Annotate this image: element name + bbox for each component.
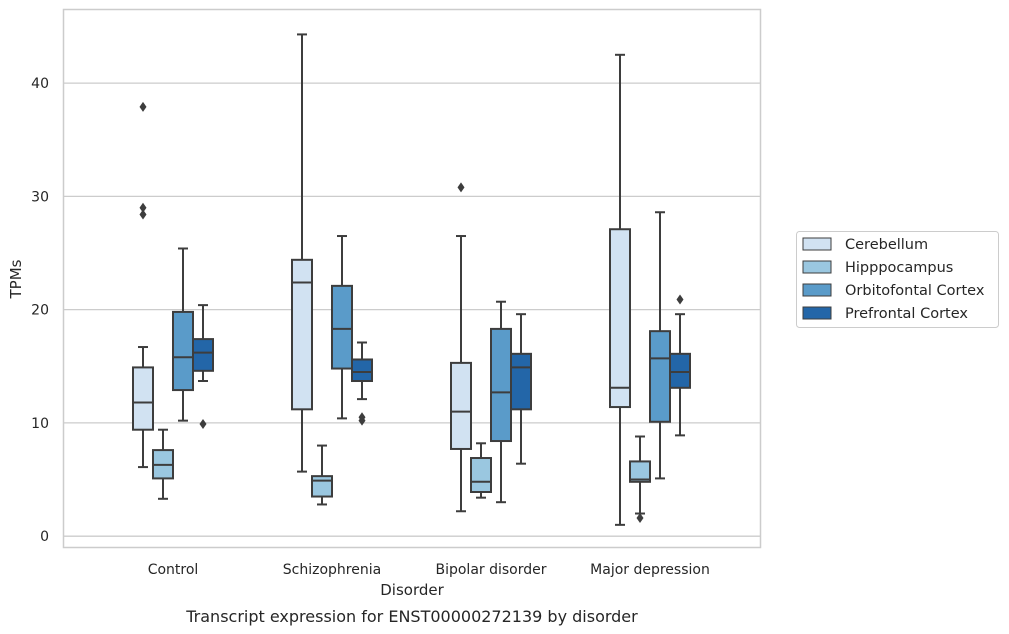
legend-swatch-2 [802,283,832,297]
legend-swatch-0 [802,237,832,251]
outlier-point-0 [636,513,644,524]
box-body [490,327,512,443]
x-axis-label: Disorder [380,581,444,599]
box-0-2 [450,182,472,513]
box-body [311,475,333,498]
outlier-point-1 [139,202,147,213]
outlier-point-0 [139,209,147,220]
x-tick-label-1: Schizophrenia [283,562,381,578]
box-body [331,284,353,370]
box-1-0 [152,428,174,500]
chart-caption: Transcript expression for ENST0000027213… [185,607,638,626]
outlier-point-0 [199,419,207,430]
box-body [351,358,373,383]
box-body [132,366,154,431]
box-1-3 [629,435,651,524]
box-body [629,460,651,483]
box-0-3 [609,53,631,526]
box-0-1 [291,33,313,473]
box-3-1 [351,341,373,426]
outlier-point-0 [676,294,684,305]
box-body [649,330,671,423]
box-2-3 [649,211,671,480]
box-1-1 [311,444,333,506]
y-axis-label: TPMs [7,259,25,299]
box-3-2 [510,313,532,465]
y-tick-label-1: 10 [31,416,49,432]
box-body [192,338,214,372]
box-body [510,352,532,411]
box-body [450,361,472,450]
x-axis-ticks: Control Schizophrenia Bipolar disorder Majo… [148,562,710,578]
legend-swatch-3 [802,306,832,320]
y-tick-label-2: 20 [31,303,49,319]
outlier-point-1 [358,412,366,423]
box-2-2 [490,300,512,504]
grid-lines [63,82,761,537]
box-body [609,228,631,409]
legend-frame [796,231,999,328]
box-body [291,258,313,411]
y-tick-label-3: 30 [31,189,49,205]
box-2-1 [331,235,353,420]
box-body [470,457,492,494]
box-body [669,352,691,389]
legend-label-0: Cerebellum [845,237,928,253]
y-tick-label-0: 0 [40,529,49,545]
x-tick-label-3: Major depression [590,562,710,578]
y-axis-ticks: 0 10 20 30 40 [31,76,49,545]
outlier-point-0 [457,182,465,193]
y-tick-label-4: 40 [31,76,49,92]
box-3-3 [669,294,691,437]
x-tick-label-2: Bipolar disorder [435,562,546,578]
outlier-point-2 [139,101,147,112]
legend-label-2: Orbitofontal Cortex [845,283,985,299]
box-plots [132,33,691,526]
legend-swatch-1 [802,260,832,274]
box-3-0 [192,304,214,430]
plot-area-frame [62,8,762,549]
box-body [172,310,194,392]
box-2-0 [172,247,194,422]
legend: Cerebellum Hipppocampus Orbitofontal Corte… [796,231,999,328]
legend-label-3: Prefrontal Cortex [845,306,968,322]
box-1-2 [470,442,492,499]
legend-label-1: Hipppocampus [845,260,953,276]
box-0-0 [132,101,154,469]
x-tick-label-0: Control [148,562,199,578]
